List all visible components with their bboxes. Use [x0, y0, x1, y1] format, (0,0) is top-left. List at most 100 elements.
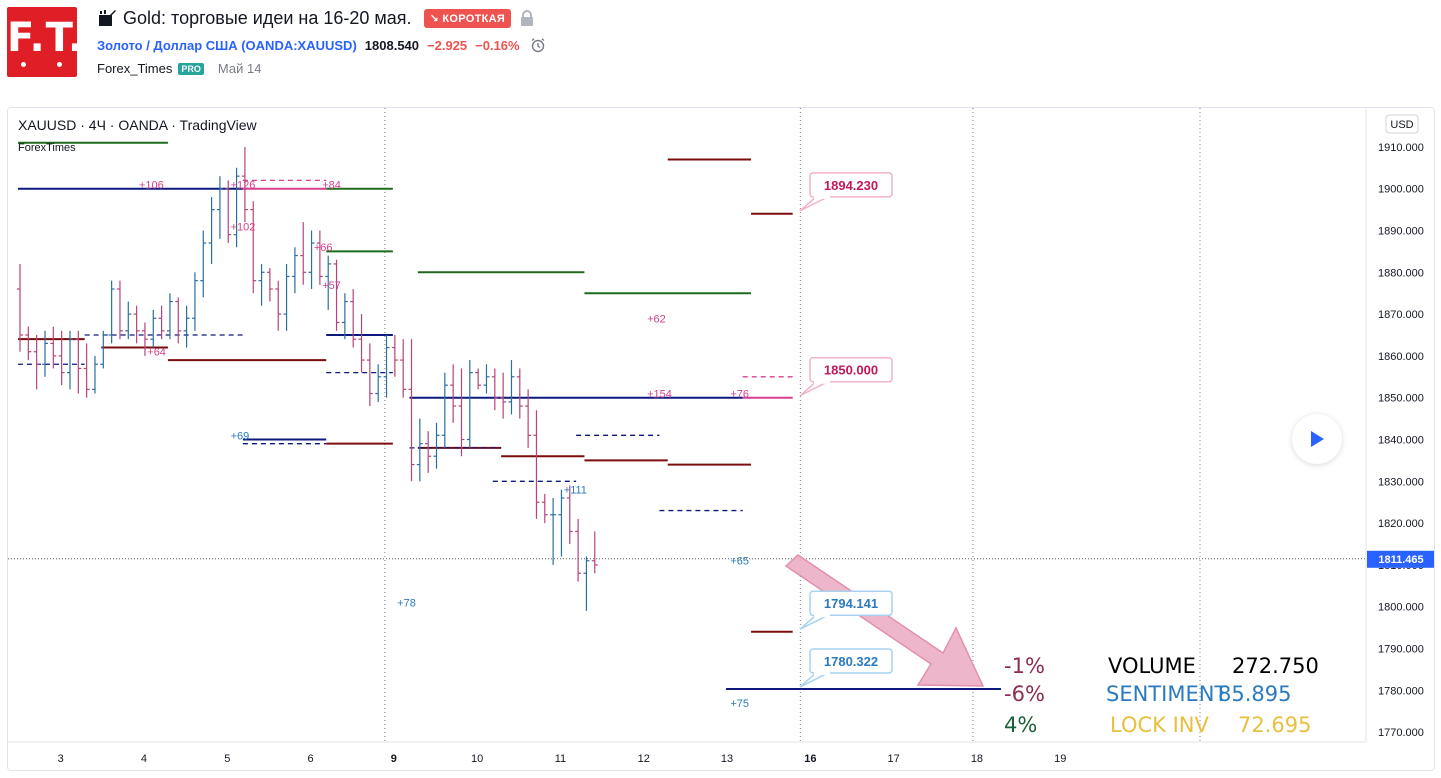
ohlc-bar [83, 343, 90, 398]
ohlc-bar [91, 355, 98, 394]
author-name[interactable]: Forex_Times [97, 61, 173, 76]
stat-percent: -6% [1004, 682, 1045, 706]
symbol-link[interactable]: Золото / Доллар США (OANDA:XAUUSD) [97, 37, 357, 53]
ohlc-bar [408, 339, 415, 482]
ohlc-bar [516, 368, 523, 419]
symbol-change-percent: −0.16% [475, 37, 520, 53]
ohlc-bar [383, 335, 390, 398]
time-tick-label: 11 [555, 753, 566, 765]
logo-dots [21, 62, 65, 68]
callout-mask [814, 194, 830, 199]
price-tick-label: 1850.000 [1378, 393, 1424, 405]
time-tick-label: 12 [638, 753, 650, 765]
level-annotation: +69 [231, 430, 250, 442]
symbol-change: −2.925 [427, 37, 468, 53]
price-callout: 1780.322 [799, 648, 893, 688]
idea-header: F.T. Gold: торговые идеи на 16-20 мая. ↘… [0, 0, 1441, 100]
ohlc-bar [591, 531, 598, 574]
time-tick-label: 5 [224, 753, 230, 765]
ohlc-bar [575, 518, 582, 582]
chart-container[interactable]: +106 +126 +84 +102 +66 +57 +64 +62 +154 +76 +69 +11… [7, 107, 1435, 771]
time-tick-label: 9 [391, 753, 397, 765]
ohlc-bar [250, 201, 257, 294]
callout-pointer [799, 381, 829, 397]
price-tick-label: 1870.000 [1378, 309, 1424, 321]
ohlc-bar [300, 222, 307, 285]
price-tick-label: 1910.000 [1378, 142, 1424, 154]
ohlc-bar [508, 360, 515, 415]
callout-box [809, 648, 893, 674]
ohlc-bar [333, 259, 340, 331]
ohlc-bar [433, 422, 440, 469]
ohlc-bar [17, 263, 23, 352]
ohlc-bar [100, 330, 107, 369]
level-annotation: +64 [147, 347, 166, 359]
ohlc-bar [391, 335, 398, 377]
ohlc-bar [441, 372, 448, 448]
price-chart[interactable]: +106 +126 +84 +102 +66 +57 +64 +62 +154 +76 +69 +11… [8, 108, 1435, 771]
stat-label: VOLUME [1108, 654, 1196, 678]
axis-unit-label: USD [1390, 119, 1413, 131]
callout-label: 1894.230 [824, 178, 878, 193]
time-tick-label: 6 [307, 753, 313, 765]
author-row: Forex_Times PRO Май 14 [97, 61, 261, 76]
price-tick-label: 1900.000 [1378, 184, 1424, 196]
callout-label: 1850.000 [824, 363, 878, 378]
stat-percent: 4% [1004, 713, 1038, 737]
ohlc-bar [416, 418, 423, 482]
ohlc-bar [41, 330, 48, 377]
ohlc-bar [566, 485, 573, 544]
stat-value: 85.895 [1218, 682, 1292, 706]
title-row: Gold: торговые идеи на 16-20 мая. ↘ КОРО… [97, 7, 534, 29]
ohlc-bar [150, 309, 157, 348]
ohlc-bar [241, 146, 248, 223]
ohlc-bar [466, 360, 473, 448]
ohlc-bar [116, 280, 123, 340]
callout-box [809, 590, 893, 616]
alarm-clock-icon[interactable] [530, 37, 546, 53]
callout-mask [814, 613, 830, 618]
idea-title: Gold: торговые идеи на 16-20 мая. [123, 7, 412, 28]
ohlc-bar [533, 410, 540, 519]
price-tick-label: 1890.000 [1378, 226, 1424, 238]
time-tick-label: 10 [471, 753, 483, 765]
play-button[interactable] [1292, 414, 1342, 464]
logo-dot [57, 62, 62, 67]
time-tick-label: 4 [141, 753, 147, 765]
ohlc-bar [183, 305, 190, 348]
ohlc-bar [50, 326, 57, 369]
level-annotation: +65 [730, 556, 749, 568]
author-logo[interactable]: F.T. [7, 7, 83, 77]
ohlc-bar [166, 293, 173, 340]
price-tick-label: 1880.000 [1378, 267, 1424, 279]
lock-icon [521, 9, 534, 26]
stat-percent: -1% [1004, 654, 1045, 678]
chart-background [8, 108, 1434, 770]
callout-pointer [799, 614, 829, 630]
ohlc-bar [133, 305, 140, 344]
ohlc-bar [208, 197, 215, 264]
level-annotation: +78 [397, 598, 416, 610]
ohlc-bar [158, 305, 165, 340]
ohlc-bar [108, 280, 115, 344]
price-tick-label: 1780.000 [1378, 685, 1424, 697]
ohlc-bar [58, 330, 65, 386]
ohlc-bar [400, 339, 407, 398]
callout-label: 1794.141 [824, 596, 878, 611]
ohlc-bar [283, 263, 290, 331]
publish-date: Май 14 [217, 61, 262, 76]
ohlc-bar [583, 556, 590, 611]
stat-label: LOCK INV [1110, 713, 1209, 737]
price-callout: 1894.230 [799, 172, 893, 212]
level-annotation: +154 [647, 389, 672, 401]
ohlc-bar [525, 389, 532, 448]
ohlc-bar [316, 230, 323, 285]
time-tick-label: 17 [888, 753, 900, 765]
level-annotation: +57 [322, 280, 341, 292]
price-tick-label: 1800.000 [1378, 602, 1424, 614]
callout-mask [814, 379, 830, 384]
ohlc-bar [450, 364, 457, 423]
price-tick-label: 1820.000 [1378, 518, 1424, 530]
chart-legend-symbol: XAUUSD · 4Ч · OANDA · TradingView [18, 117, 257, 133]
ohlc-bar [541, 493, 548, 524]
